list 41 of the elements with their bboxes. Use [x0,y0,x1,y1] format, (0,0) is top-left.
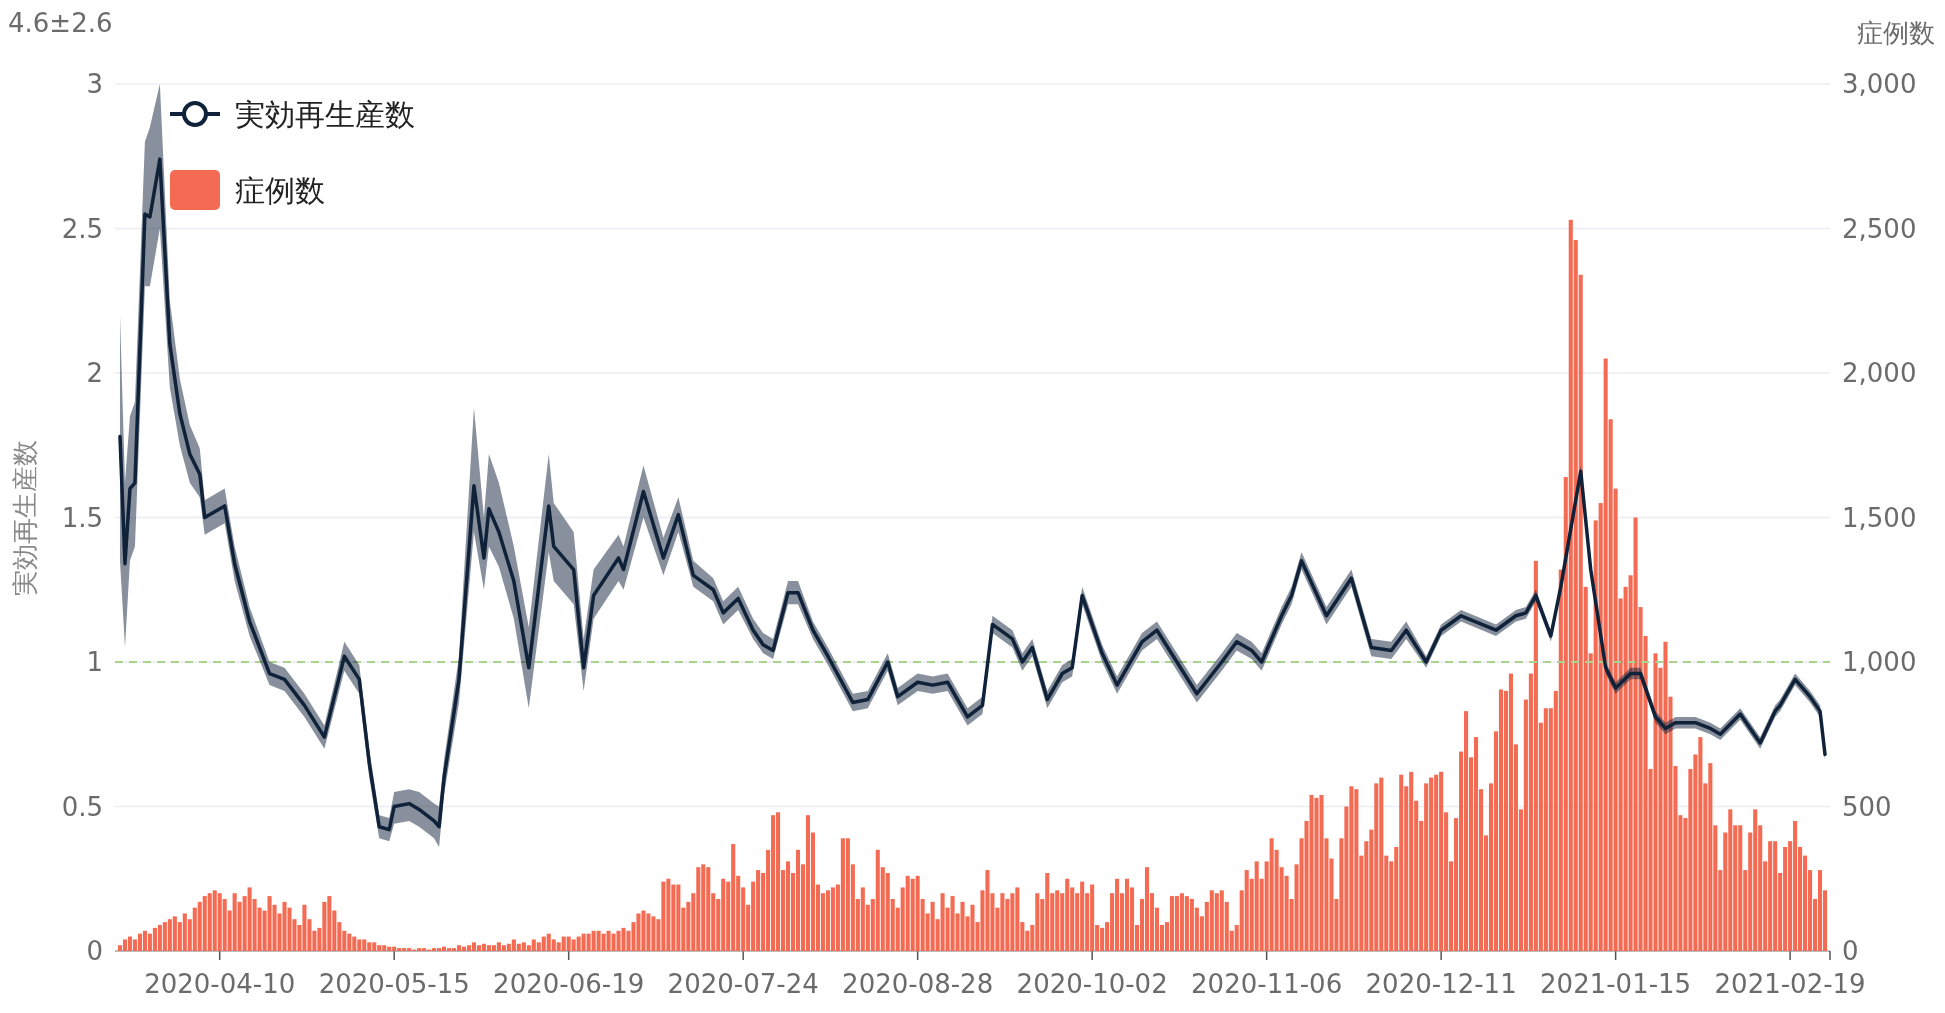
y-tick-label: 1 [86,647,103,677]
bar [1473,737,1479,951]
x-tick-label: 2020-11-06 [1191,969,1343,999]
y2-tick-label: 1,500 [1842,502,1917,533]
x-tick-label: 2020-04-10 [144,969,296,999]
y2-tick-label: 2,000 [1842,358,1917,388]
y-tick-label: 2 [86,358,103,388]
y2-tick-label: 3,000 [1842,69,1917,99]
y-tick-label: 2.5 [61,213,103,244]
y-tick-label: 0.5 [61,791,103,822]
y2-tick-label: 500 [1842,791,1892,822]
y2-tick-label: 0 [1842,936,1859,966]
legend-label: 実効再生産数 [235,97,415,132]
y2-tick-label: 1,000 [1842,647,1917,677]
x-tick-label: 2020-08-28 [842,969,994,999]
x-tick-label: 2020-05-15 [318,969,470,999]
x-tick-label: 2020-12-11 [1365,969,1517,999]
bar [1498,689,1504,951]
bar [1817,870,1823,951]
bar [451,948,457,951]
y2-tick-label: 2,500 [1842,213,1917,244]
bar [122,939,128,951]
x-tick-label: 2021-01-15 [1540,969,1692,999]
x-tick-label: 2020-06-19 [493,969,645,999]
y-tick-label: 3 [86,69,103,99]
x-tick-label: 2020-07-24 [667,969,819,999]
y-axis-title: 実効再生産数 [10,439,40,596]
y-tick-label: 0 [86,936,103,966]
bar [785,861,791,951]
x-tick-label: 2021-02-19 [1714,969,1866,999]
text: 4.6±2.6 [8,8,113,38]
y-tick-label: 1.5 [61,502,103,533]
bar [795,849,801,951]
bar [456,945,462,951]
bar [805,815,811,951]
bar [446,948,452,951]
bar [466,945,472,951]
x-tick-label: 2020-10-02 [1016,969,1168,999]
y2-axis-title: 症例数 [1857,18,1935,48]
bar [1144,867,1150,951]
legend-label: 症例数 [235,173,325,208]
